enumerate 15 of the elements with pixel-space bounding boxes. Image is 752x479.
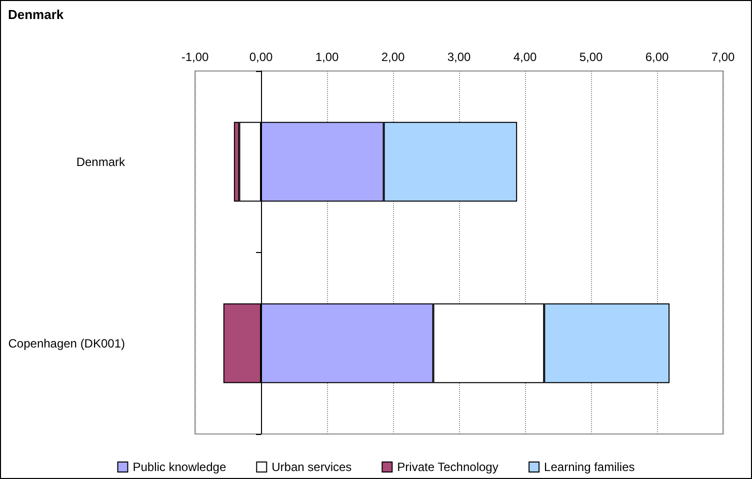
legend-label: Private Technology [397,460,498,474]
legend-label: Learning families [544,460,635,474]
legend-label: Urban services [272,460,352,474]
text: Denmark [8,7,64,22]
x-tick-label: 5,00 [579,50,603,64]
x-tick-label: -1,00 [181,50,209,64]
x-tick-label: 0,00 [249,50,273,64]
x-tick-label: 7,00 [711,50,735,64]
y-tick-label: Copenhagen (DK001) [8,336,125,350]
x-tick-label: 1,00 [315,50,339,64]
x-tick-label: 4,00 [513,50,537,64]
x-tick-label: 2,00 [381,50,405,64]
legend-label: Public knowledge [132,460,226,474]
x-tick-label: 6,00 [645,50,669,64]
x-tick-label: 3,00 [447,50,471,64]
